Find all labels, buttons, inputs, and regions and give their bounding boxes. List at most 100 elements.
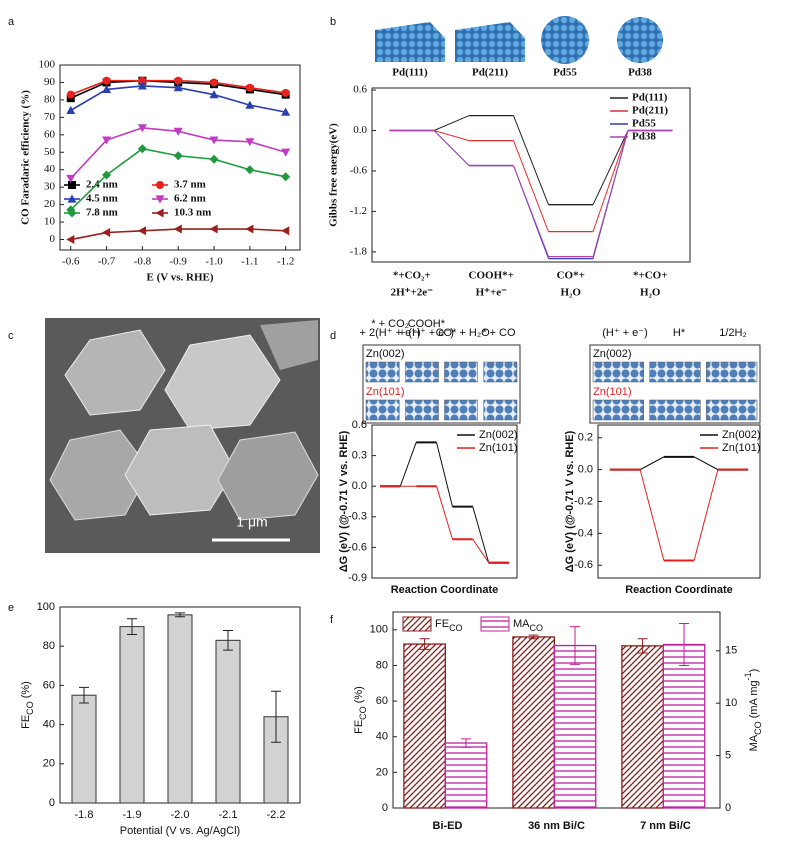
- legend-swatch: [402, 616, 432, 632]
- structure-label: Pd(211): [472, 67, 508, 79]
- slab: [365, 361, 400, 383]
- y-tick-label: 40: [44, 163, 56, 175]
- y-tick-label: 20: [44, 198, 56, 210]
- x-tick-label: -0.9: [169, 256, 187, 268]
- marker: [156, 181, 164, 189]
- y-tick-label: -1.2: [350, 205, 367, 217]
- y-tick-label: 40: [376, 731, 388, 743]
- y-axis-title: FECO (%): [20, 681, 35, 729]
- slab-label: Zn(002): [593, 348, 632, 360]
- marker: [209, 154, 219, 164]
- legend-label: Pd(111): [632, 92, 668, 104]
- category-label: H₂O: [640, 287, 661, 299]
- y-tick-label: 0: [725, 802, 731, 814]
- marker: [66, 90, 75, 99]
- error-bar: [637, 638, 648, 654]
- x-tick-label: -1.8: [75, 809, 94, 821]
- error-bar: [528, 634, 539, 640]
- structure-label: Pd55: [553, 67, 577, 79]
- category-label: * + CO: [482, 327, 516, 339]
- category-label: H⁺+e⁻: [476, 287, 508, 299]
- x-tick-label: -2.2: [267, 809, 286, 821]
- marker: [67, 208, 77, 218]
- slab-label: Zn(101): [593, 386, 632, 398]
- y-tick-label: -0.6: [350, 164, 368, 176]
- y-tick-label: 30: [44, 181, 56, 193]
- connector: [639, 469, 665, 561]
- x-axis-title: E (V vs. RHE): [146, 272, 213, 284]
- y-axis-title-part: CO: [753, 721, 763, 735]
- y-tick-label: 70: [44, 111, 56, 123]
- y-tick-label: 60: [43, 679, 55, 691]
- y-axis-title: MACO (mA mg-1): [743, 669, 763, 752]
- slab: [365, 399, 400, 421]
- y-tick-label: 100: [39, 59, 56, 71]
- connector: [592, 130, 629, 205]
- plot-frame: [59, 64, 301, 251]
- error-bar: [127, 618, 137, 635]
- category-label: 1/2H₂: [719, 327, 747, 339]
- y-tick-label: 100: [37, 601, 55, 613]
- x-tick-label: 36 nm Bi/C: [528, 820, 585, 832]
- y-tick-label: 0.3: [352, 450, 367, 462]
- panel-label: d: [330, 330, 336, 342]
- y-tick-label: 80: [376, 659, 388, 671]
- bar: [553, 644, 597, 809]
- marker: [102, 170, 112, 180]
- marker: [281, 148, 291, 157]
- marker: [67, 194, 77, 203]
- x-tick-label: -1.2: [277, 256, 294, 268]
- y-tick-label: 0.6: [352, 419, 367, 431]
- y-tick-label: 80: [44, 93, 56, 105]
- connector: [433, 130, 470, 166]
- connector: [592, 130, 629, 257]
- marker: [68, 181, 76, 189]
- category-label: H*: [673, 327, 686, 339]
- slab: [483, 399, 518, 421]
- connector: [433, 115, 470, 131]
- y-tick-label: -0.9: [348, 572, 367, 584]
- legend-label: 6.2 nm: [174, 193, 206, 205]
- legend-label: Zn(002): [479, 429, 518, 441]
- connector: [472, 538, 490, 563]
- plot-frame: [371, 87, 691, 263]
- marker: [210, 78, 219, 87]
- category-label: COOH*+: [469, 270, 514, 282]
- category-label: CO* + H₂O: [436, 327, 491, 339]
- slab-label: Zn(002): [366, 348, 405, 360]
- error-bar: [570, 626, 581, 665]
- y-tick-label: 0.0: [352, 480, 367, 492]
- connector: [436, 442, 453, 507]
- y-tick-label: 0.0: [353, 124, 367, 136]
- marker: [102, 228, 111, 238]
- x-axis-title: Potential (V vs. Ag/AgCl): [120, 825, 240, 837]
- category-label: + 2(H⁺ + e⁻): [360, 327, 421, 339]
- error-bar: [679, 623, 690, 666]
- x-tick-label: -2.1: [219, 809, 238, 821]
- bar: [662, 643, 706, 809]
- x-axis-title: Reaction Coordinate: [391, 584, 499, 596]
- y-tick-label: 10: [44, 216, 56, 228]
- marker: [137, 226, 146, 236]
- marker: [281, 107, 291, 116]
- connector: [592, 130, 629, 232]
- legend-label: Pd(211): [632, 105, 668, 117]
- legend-sub: CO: [530, 623, 544, 633]
- marker: [173, 224, 182, 234]
- y-tick-label: 0.0: [578, 464, 593, 476]
- y-tick-label: 40: [43, 719, 55, 731]
- connector: [472, 506, 490, 563]
- connector: [639, 456, 665, 471]
- legend-label: Zn(002): [722, 429, 761, 441]
- y-axis-title-part: -1: [743, 672, 753, 680]
- marker: [66, 105, 76, 114]
- panel-label: a: [8, 16, 15, 28]
- legend-label: FECO: [435, 618, 463, 633]
- y-tick-label: 0.6: [353, 84, 367, 96]
- y-tick-label: 15: [725, 645, 737, 657]
- x-tick-label: -2.0: [171, 809, 190, 821]
- connector: [433, 130, 470, 142]
- y-tick-label: 0: [382, 802, 388, 814]
- marker: [102, 76, 111, 85]
- y-axis-title: CO Faradaric efficiency (%): [20, 90, 32, 225]
